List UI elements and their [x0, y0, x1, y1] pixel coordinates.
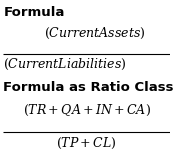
Text: $(CurrentLiabilities)$: $(CurrentLiabilities)$ — [3, 57, 127, 72]
Text: $(TR + QA + IN + CA)$: $(TR + QA + IN + CA)$ — [22, 103, 151, 118]
Text: Formula as Ratio Class: Formula as Ratio Class — [3, 82, 173, 95]
Text: Formula: Formula — [3, 6, 65, 19]
Text: $(TP + CL)$: $(TP + CL)$ — [56, 135, 117, 151]
Text: $(CurrentAssets)$: $(CurrentAssets)$ — [44, 26, 145, 41]
